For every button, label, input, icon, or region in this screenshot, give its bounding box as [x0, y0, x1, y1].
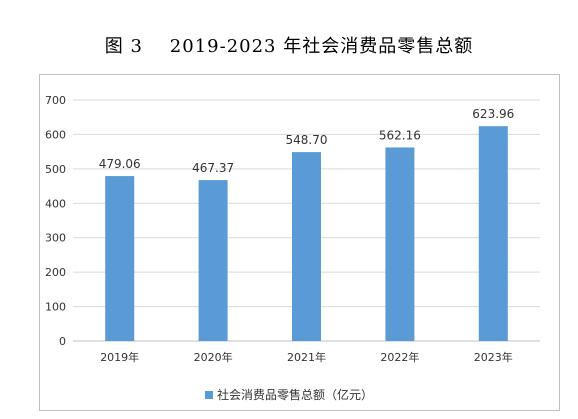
legend-label: 社会消费品零售总额（亿元）: [216, 388, 373, 402]
data-label: 548.70: [286, 133, 328, 147]
y-tick-label: 600: [45, 128, 66, 141]
legend-swatch: [204, 390, 213, 399]
y-tick-label: 100: [45, 301, 66, 314]
x-tick-label: 2020年: [194, 350, 233, 364]
data-label: 623.96: [472, 107, 514, 121]
chart-title: 图 3 2019-2023 年社会消费品零售总额: [104, 36, 474, 57]
bar: [105, 176, 135, 341]
x-tick-label: 2022年: [380, 350, 419, 364]
x-tick-label: 2019年: [100, 350, 139, 364]
bar: [478, 126, 508, 341]
data-label: 467.37: [192, 161, 234, 175]
chart-frame: [39, 74, 560, 411]
y-tick-label: 400: [45, 197, 66, 210]
legend: 社会消费品零售总额（亿元）: [0, 386, 578, 403]
y-tick-label: 700: [45, 94, 66, 107]
y-tick-label: 300: [45, 232, 66, 245]
bar: [292, 152, 321, 341]
y-tick-label: 500: [45, 163, 66, 176]
y-tick-label: 0: [59, 335, 66, 348]
bar: [198, 180, 228, 341]
data-label: 562.16: [379, 128, 421, 142]
x-tick-label: 2023年: [474, 350, 513, 364]
bar: [385, 147, 415, 341]
y-tick-label: 200: [45, 266, 66, 279]
x-tick-label: 2021年: [287, 350, 326, 364]
data-label: 479.06: [99, 157, 141, 171]
